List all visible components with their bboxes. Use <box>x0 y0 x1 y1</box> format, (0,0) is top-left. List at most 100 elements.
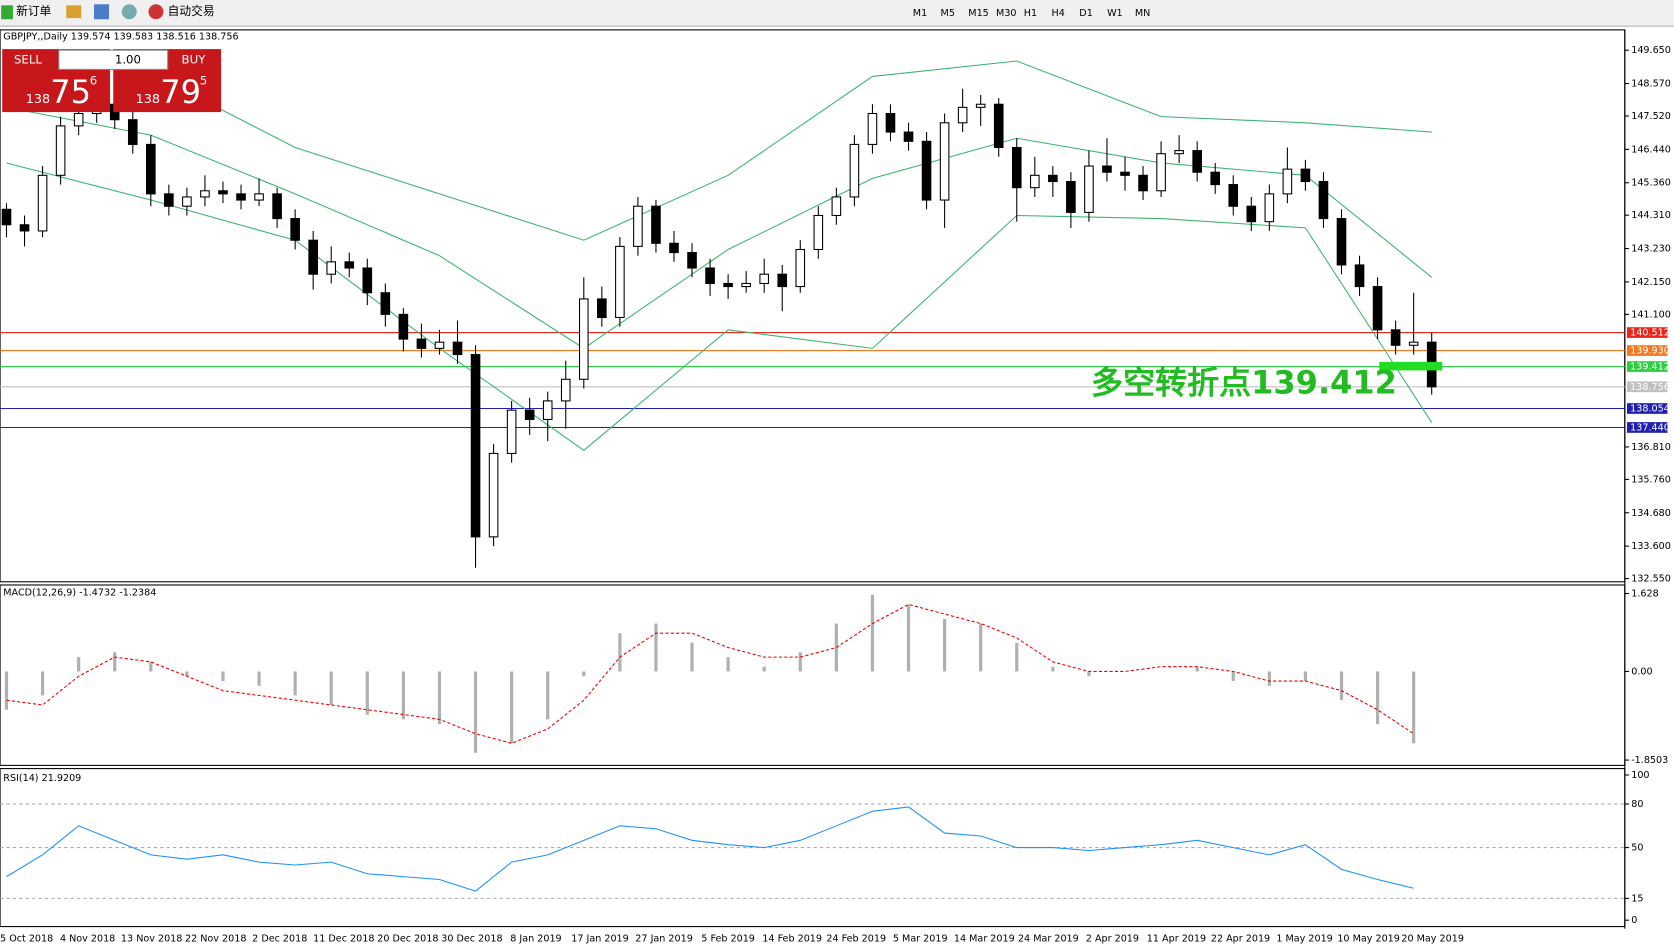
candle-body <box>705 267 715 285</box>
level-tag <box>1626 361 1668 372</box>
timeframe[interactable]: M15 <box>968 8 989 19</box>
y-tick-label: 0.00 <box>1631 666 1652 677</box>
x-tick-label: 2 Apr 2019 <box>1086 933 1139 944</box>
timeframe[interactable]: M5 <box>941 8 955 19</box>
candle-body <box>1156 153 1166 192</box>
candle-body <box>272 193 282 220</box>
sell-big[interactable]: 138 <box>26 92 50 107</box>
candle-body <box>615 245 625 319</box>
candle-body <box>362 267 373 294</box>
candle-body <box>506 409 517 454</box>
y-tick-label: 144.310 <box>1631 210 1671 221</box>
y-tick-label: 100 <box>1631 770 1649 781</box>
y-tick-label: 149.650 <box>1631 45 1671 56</box>
candle-body <box>1300 168 1311 183</box>
candle-body <box>1210 171 1221 186</box>
candle-body <box>1138 174 1148 192</box>
x-tick-label: 27 Jan 2019 <box>635 933 693 944</box>
candle-body <box>200 190 210 198</box>
x-tick-label: 1 May 2019 <box>1276 933 1332 944</box>
candle-body <box>1246 205 1257 223</box>
x-tick-label: 24 Feb 2019 <box>826 933 886 944</box>
timeframe[interactable]: H1 <box>1024 8 1037 19</box>
timeframe[interactable]: M30 <box>996 8 1017 19</box>
candle-body <box>723 282 733 288</box>
timeframe[interactable]: W1 <box>1107 8 1123 19</box>
auto-trading[interactable]: 自动交易 <box>168 4 215 18</box>
candle-body <box>1174 150 1184 155</box>
candle-body <box>434 341 445 349</box>
volume[interactable]: 1.00 <box>115 52 141 66</box>
y-tick-label: 141.100 <box>1631 309 1671 320</box>
icon <box>1 5 13 20</box>
y-tick-label: 50 <box>1631 843 1643 854</box>
sell-point[interactable]: 6 <box>90 74 97 88</box>
candle-body <box>560 378 571 402</box>
candle-body <box>1228 184 1239 207</box>
timeframe[interactable]: MN <box>1135 8 1150 19</box>
candle-body <box>633 205 643 247</box>
candle-body <box>344 261 355 269</box>
buy-big[interactable]: 138 <box>136 92 160 107</box>
bollinger-upper <box>6 57 1432 241</box>
candle-body <box>1030 174 1040 189</box>
sell-pips[interactable]: 75 <box>50 73 91 111</box>
x-tick-label: 25 Oct 2018 <box>0 933 53 944</box>
candle-body <box>127 119 138 145</box>
candle-body <box>885 112 896 133</box>
candle-body <box>416 338 427 349</box>
candle-body <box>488 452 499 538</box>
buy-pips[interactable]: 79 <box>160 73 201 111</box>
chart-title: GBPJPY,,Daily 139.574 139.583 138.516 13… <box>3 31 238 42</box>
x-tick-label: 24 Mar 2019 <box>1018 933 1079 944</box>
candle-body <box>651 205 661 244</box>
y-tick-label: 133.600 <box>1631 541 1671 552</box>
candle-body <box>1282 168 1293 195</box>
candle-body <box>398 313 409 340</box>
candle-body <box>1318 180 1329 220</box>
timeframe[interactable]: H4 <box>1052 8 1065 19</box>
y-tick-label: 0 <box>1631 915 1637 926</box>
candle-body <box>290 218 300 241</box>
candle-body <box>1 208 12 226</box>
candle-body <box>308 239 318 275</box>
bollinger-middle <box>6 106 1433 350</box>
candle-body <box>903 131 914 142</box>
candle-body <box>1264 193 1275 223</box>
candle-body <box>1084 165 1094 213</box>
x-tick-label: 14 Feb 2019 <box>762 933 822 944</box>
level-label: 139.412 <box>1630 362 1670 373</box>
x-tick-label: 5 Feb 2019 <box>701 933 755 944</box>
candle-body <box>849 143 860 198</box>
y-tick-label: 142.150 <box>1631 277 1671 288</box>
candle-body <box>524 409 535 420</box>
candle-body <box>1048 174 1058 183</box>
y-tick-label: 145.360 <box>1631 178 1671 189</box>
rsi-line <box>6 806 1414 892</box>
candle-body <box>831 196 842 217</box>
candle-body <box>542 400 553 420</box>
buy-point[interactable]: 5 <box>200 74 207 88</box>
buy-button[interactable]: BUY <box>182 52 207 66</box>
icon[interactable] <box>121 4 137 20</box>
candle-body <box>182 196 192 207</box>
timeframe[interactable]: D1 <box>1079 8 1093 19</box>
candle-body <box>921 140 932 201</box>
icon[interactable] <box>66 5 82 19</box>
y-tick-label: 132.550 <box>1631 574 1671 585</box>
y-tick-label: 146.440 <box>1631 144 1671 155</box>
new-order[interactable]: 新订单 <box>16 4 51 18</box>
y-tick-label: 134.680 <box>1631 508 1671 519</box>
candle-body <box>380 292 391 315</box>
x-tick-label: 11 Apr 2019 <box>1147 933 1206 944</box>
icon[interactable] <box>148 4 164 20</box>
sell-button[interactable]: SELL <box>14 52 42 66</box>
level-label: 140.512 <box>1630 328 1670 339</box>
candle-body <box>1120 171 1130 176</box>
timeframe[interactable]: M1 <box>913 8 927 19</box>
annotation: 多空转折点139.412 <box>1091 363 1397 401</box>
icon[interactable] <box>94 4 109 20</box>
candle-body <box>37 174 48 232</box>
